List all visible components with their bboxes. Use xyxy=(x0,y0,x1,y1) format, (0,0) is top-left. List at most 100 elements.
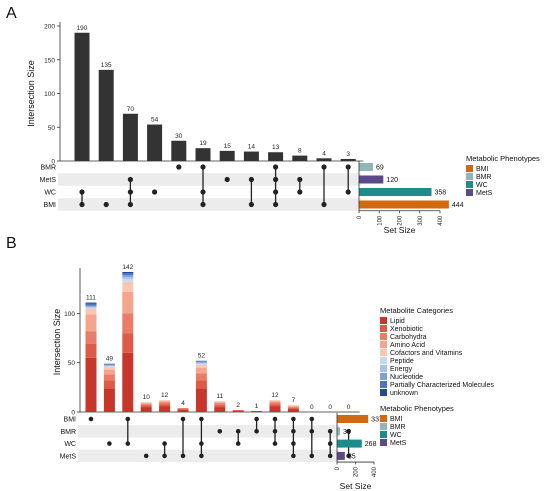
bar-segment xyxy=(140,405,152,408)
bar-value-label: 54 xyxy=(151,117,159,124)
y-tick-label: 0 xyxy=(71,410,75,417)
bar-value-label: 11 xyxy=(216,393,223,400)
bar xyxy=(268,152,284,161)
bar-segment xyxy=(85,307,97,309)
bar-segment xyxy=(287,409,299,412)
bar-value-label: 52 xyxy=(198,353,206,360)
legend-swatch xyxy=(380,325,387,332)
matrix-dot xyxy=(346,429,351,434)
set-size-bar xyxy=(337,427,341,436)
legend-swatch xyxy=(380,373,387,380)
matrix-dot xyxy=(200,201,206,208)
bar-segment xyxy=(177,410,189,412)
bar-segment xyxy=(122,272,134,273)
y-tick-label: 0 xyxy=(51,159,55,166)
legend-swatch xyxy=(380,389,387,396)
matrix-dot xyxy=(199,441,204,446)
matrix-dot xyxy=(143,453,149,459)
bar-segment xyxy=(140,403,152,405)
set-label: MetS xyxy=(60,453,77,460)
legend2-swatch xyxy=(380,431,387,438)
matrix-dot xyxy=(321,164,327,170)
bar-segment xyxy=(122,313,134,334)
bar-segment xyxy=(214,405,226,408)
matrix-band xyxy=(58,173,361,186)
panel-label: A xyxy=(6,5,17,22)
matrix-dot xyxy=(309,429,315,434)
matrix-dot xyxy=(273,164,279,170)
y-axis-label: Intersection Size xyxy=(26,60,36,127)
bar-segment xyxy=(122,274,134,277)
set-label: BMR xyxy=(60,429,76,436)
set-size-tick-label: 200 xyxy=(354,466,360,477)
bar-value-label: 3 xyxy=(346,151,350,158)
bar-segment xyxy=(122,281,134,292)
matrix-dot xyxy=(125,416,131,422)
bar-value-label: 30 xyxy=(175,133,183,140)
bar-segment xyxy=(195,360,207,362)
set-size-value-label: 120 xyxy=(386,177,398,184)
matrix-dot xyxy=(248,176,254,183)
set-size-axis-label: Set Size xyxy=(340,481,372,491)
matrix-dot xyxy=(107,441,112,446)
legend-swatch xyxy=(380,333,387,340)
bar-segment xyxy=(103,388,115,412)
matrix-dot xyxy=(235,429,241,434)
bar-segment xyxy=(232,411,244,412)
set-size-bar xyxy=(359,188,432,196)
bar-segment xyxy=(122,333,134,353)
bar-value-label: 15 xyxy=(224,143,232,150)
bar-segment xyxy=(159,400,171,402)
legend-swatch xyxy=(380,381,387,388)
bar xyxy=(147,124,163,161)
bar-value-label: 2 xyxy=(236,402,240,409)
set-size-tick-label: 300 xyxy=(418,215,424,226)
matrix-dot xyxy=(309,416,315,422)
bar-segment xyxy=(122,278,134,282)
bar-segment xyxy=(103,365,115,367)
legend-label: Carbohydra xyxy=(390,334,427,341)
matrix-dot xyxy=(272,429,278,434)
matrix-dot xyxy=(291,429,296,434)
bar xyxy=(195,148,211,161)
bar-value-label: 135 xyxy=(101,62,112,69)
matrix-dot xyxy=(125,441,131,446)
bar-segment xyxy=(85,308,97,315)
set-size-tick-label: 0 xyxy=(335,466,341,470)
bar xyxy=(171,140,187,161)
bar-segment xyxy=(140,402,152,404)
set-size-value-label: 358 xyxy=(434,190,446,197)
matrix-dot xyxy=(321,201,327,208)
matrix-dot xyxy=(200,189,206,195)
set-size-bar xyxy=(337,439,362,448)
set-label: BMI xyxy=(44,202,57,209)
y-tick-label: 50 xyxy=(48,125,56,132)
legend-swatch xyxy=(380,357,387,364)
bar-segment xyxy=(122,276,134,279)
bar-segment xyxy=(269,401,281,403)
bar-value-label: 19 xyxy=(199,140,207,147)
bar-segment xyxy=(103,363,115,365)
matrix-dot xyxy=(297,189,303,195)
bar-value-label: 7 xyxy=(292,397,296,404)
bar-segment xyxy=(287,406,299,408)
bar-segment xyxy=(251,411,263,412)
bar-segment xyxy=(85,303,97,306)
bar-value-label: 1 xyxy=(255,403,259,410)
legend2-swatch xyxy=(380,439,387,446)
matrix-dot xyxy=(273,189,279,195)
matrix-dot xyxy=(199,416,204,422)
y-axis-label: Intersection Size xyxy=(52,309,62,376)
matrix-dot xyxy=(345,164,351,170)
bar-segment xyxy=(195,380,207,389)
legend-title: Metabolic Phenotypes xyxy=(466,154,540,163)
set-label: MetS xyxy=(40,177,57,184)
bar-segment xyxy=(287,405,299,407)
legend-label: WC xyxy=(476,182,488,189)
bar-value-label: 190 xyxy=(77,25,88,32)
bar xyxy=(122,113,138,161)
matrix-dot xyxy=(248,201,254,208)
matrix-dot xyxy=(297,176,303,183)
matrix-dot xyxy=(254,429,259,434)
set-size-tick-label: 400 xyxy=(438,215,444,226)
